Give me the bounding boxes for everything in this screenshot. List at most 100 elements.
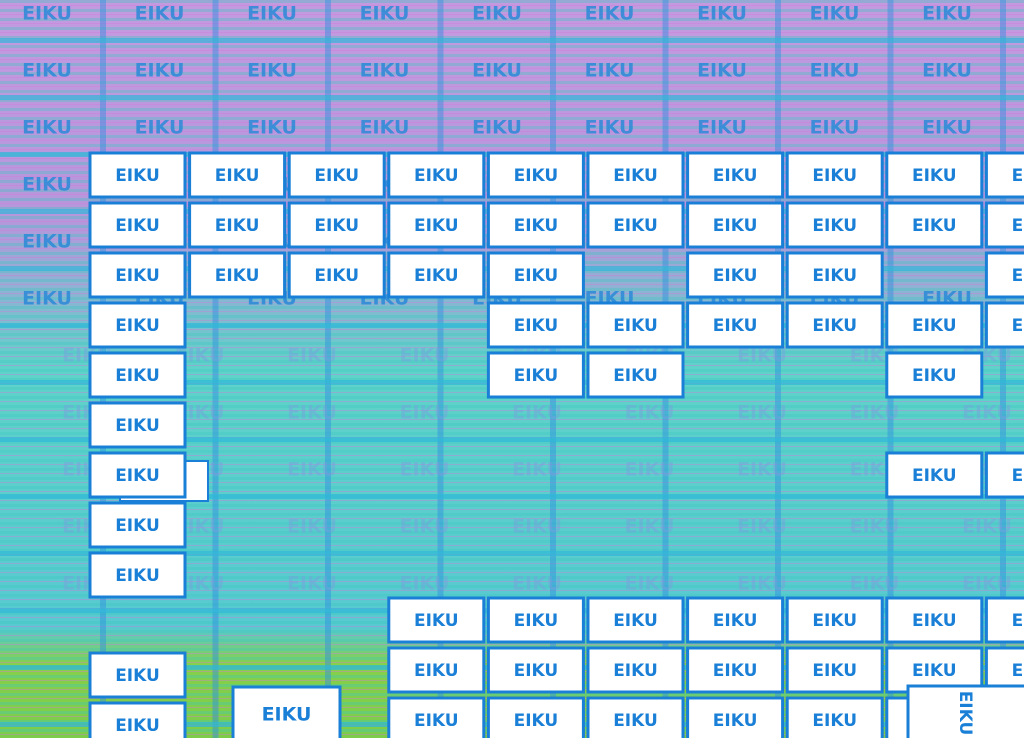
tile-label: EIKU <box>215 266 260 286</box>
tile <box>586 201 685 249</box>
background-label: EIKU <box>287 459 337 481</box>
tile-label: EIKU <box>912 316 957 336</box>
tile-label: EIKU <box>613 216 658 236</box>
background-label: EIKU <box>697 3 747 25</box>
tile-label: EIKU <box>912 166 957 186</box>
tile-label: EIKU <box>115 566 160 586</box>
grid-row <box>0 38 1024 43</box>
tile <box>486 646 585 694</box>
tile-label: EIKU <box>514 166 559 186</box>
background-label: EIKU <box>625 402 675 424</box>
background-label: EIKU <box>22 3 72 25</box>
tile-label: EIKU <box>514 366 559 386</box>
background-label: EIKU <box>287 345 337 367</box>
tile <box>885 151 984 199</box>
tile-label: EIKU <box>414 661 459 681</box>
background-label: EIKU <box>175 573 225 595</box>
tiles: EIKU EIKU EIKU EIKU EIKU EIKU EIKU EIKU EIKU EIKU… <box>88 151 1024 738</box>
background-label: EIKU <box>697 117 747 139</box>
tile-label: EIKU <box>613 711 658 731</box>
background-label: EIKU <box>360 117 410 139</box>
tile <box>785 596 884 644</box>
tile-label: EIKU <box>713 166 758 186</box>
tile-label: EIKU <box>713 711 758 731</box>
tile-label: EIKU <box>414 266 459 286</box>
background-label: EIKU <box>247 117 297 139</box>
tile-label: EIKU <box>613 661 658 681</box>
background-label: EIKU <box>512 402 562 424</box>
tile <box>88 201 187 249</box>
tile <box>785 201 884 249</box>
tile-label: EIKU <box>912 611 957 631</box>
tile-label: EIKU <box>713 316 758 336</box>
background-label: EIKU <box>850 402 900 424</box>
background-label: EIKU <box>135 60 185 82</box>
tile-label: EIKU <box>514 661 559 681</box>
tile <box>686 646 785 694</box>
tile <box>387 151 486 199</box>
tile-label: EIKU <box>115 666 160 686</box>
tile-label: EIKU <box>115 266 160 286</box>
tile <box>88 351 187 399</box>
background-label: EIKU <box>737 459 787 481</box>
tile-label: EIKU <box>514 316 559 336</box>
background-label: EIKU <box>625 573 675 595</box>
tile-label: EIKU <box>414 216 459 236</box>
background-label: EIKU <box>737 402 787 424</box>
tile-label: EIKU <box>812 711 857 731</box>
background-label: EIKU <box>135 117 185 139</box>
tile-label: EIKU <box>115 716 160 736</box>
tile <box>785 251 884 299</box>
tile <box>785 151 884 199</box>
tile <box>486 151 585 199</box>
background-label: EIKU <box>175 516 225 538</box>
tile-label: EIKU <box>514 216 559 236</box>
tile <box>188 151 287 199</box>
background-label: EIKU <box>922 3 972 25</box>
tile-label: EIKU <box>812 166 857 186</box>
grid-row <box>0 551 1024 556</box>
background-label: EIKU <box>247 3 297 25</box>
background-label: EIKU <box>287 516 337 538</box>
background-label: EIKU <box>512 516 562 538</box>
tile-label: EIKU <box>613 316 658 336</box>
tile <box>287 151 386 199</box>
background-label: EIKU <box>400 345 450 367</box>
tile-label: EIKU <box>912 366 957 386</box>
grid-column <box>1000 0 1006 738</box>
tile <box>785 301 884 349</box>
background-label: EIKU <box>472 60 522 82</box>
background-label: EIKU <box>135 3 185 25</box>
tile <box>984 301 1024 349</box>
tile-label: EIKU <box>115 216 160 236</box>
tile <box>486 201 585 249</box>
background-label: EIKU <box>360 60 410 82</box>
background-label: EIKU <box>400 402 450 424</box>
tile <box>188 201 287 249</box>
tile <box>686 596 785 644</box>
tile-label: EIKU <box>613 366 658 386</box>
background-label: EIKU <box>512 573 562 595</box>
background-label: EIKU <box>962 573 1012 595</box>
background-label: EIKU <box>400 459 450 481</box>
background-label: EIKU <box>400 573 450 595</box>
tile <box>88 451 187 499</box>
background-label: EIKU <box>810 117 860 139</box>
tile-label: EIKU <box>215 216 260 236</box>
tile <box>486 251 585 299</box>
tile <box>586 351 685 399</box>
grid-row <box>0 494 1024 499</box>
background-label: EIKU <box>737 573 787 595</box>
tile <box>486 696 585 738</box>
tile-label: EIKU <box>812 266 857 286</box>
tile-label: EIKU <box>912 661 957 681</box>
tile <box>984 201 1024 249</box>
tile <box>686 151 785 199</box>
background-label: EIKU <box>962 402 1012 424</box>
background-label: EIKU <box>360 3 410 25</box>
tile-label: EIKU <box>1012 466 1024 486</box>
tile-label: EIKU <box>514 611 559 631</box>
background-label: EIKU <box>175 345 225 367</box>
